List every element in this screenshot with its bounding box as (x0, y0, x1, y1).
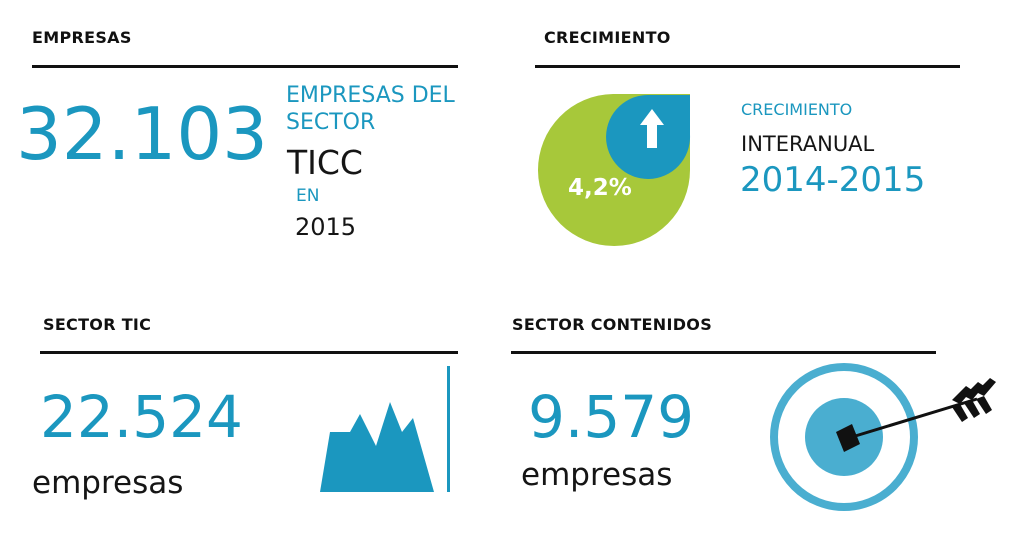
sector-tic-header: SECTOR TIC (43, 315, 152, 334)
sector-contenidos-header: SECTOR CONTENIDOS (512, 315, 713, 334)
mountain-chart-icon (320, 366, 450, 492)
sector-tic-count: 22.524 (40, 383, 243, 451)
crecimiento-header: CRECIMIENTO (544, 28, 671, 47)
sector-contenidos-divider (511, 351, 936, 354)
empresas-label-en: EN (296, 186, 320, 206)
target-arrow-icon (770, 363, 996, 511)
growth-percent: 4,2% (568, 175, 632, 201)
empresas-count: 32.103 (16, 92, 268, 176)
sector-contenidos-count: 9.579 (528, 383, 695, 451)
empresas-label-line2: SECTOR (286, 110, 376, 135)
up-arrow-icon (640, 109, 664, 148)
empresas-label-ticc: TICC (287, 143, 363, 182)
empresas-header: EMPRESAS (32, 28, 132, 47)
empresas-divider (32, 65, 458, 68)
sector-tic-divider (40, 351, 458, 354)
crecimiento-label-line1: CRECIMIENTO (741, 100, 853, 119)
crecimiento-label-period: 2014-2015 (740, 160, 926, 200)
growth-drop-icon (538, 94, 691, 246)
crecimiento-divider (535, 65, 960, 68)
empresas-label-line1: EMPRESAS DEL (286, 83, 455, 108)
sector-contenidos-unit: empresas (521, 457, 673, 493)
sector-tic-unit: empresas (32, 465, 184, 501)
empresas-label-year: 2015 (295, 213, 357, 241)
crecimiento-label-line2: INTERANUAL (741, 132, 875, 156)
